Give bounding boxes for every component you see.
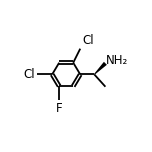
Text: Cl: Cl	[82, 34, 94, 47]
Text: F: F	[56, 102, 62, 115]
Polygon shape	[94, 62, 107, 75]
Text: NH₂: NH₂	[105, 54, 128, 67]
Text: Cl: Cl	[24, 68, 35, 81]
